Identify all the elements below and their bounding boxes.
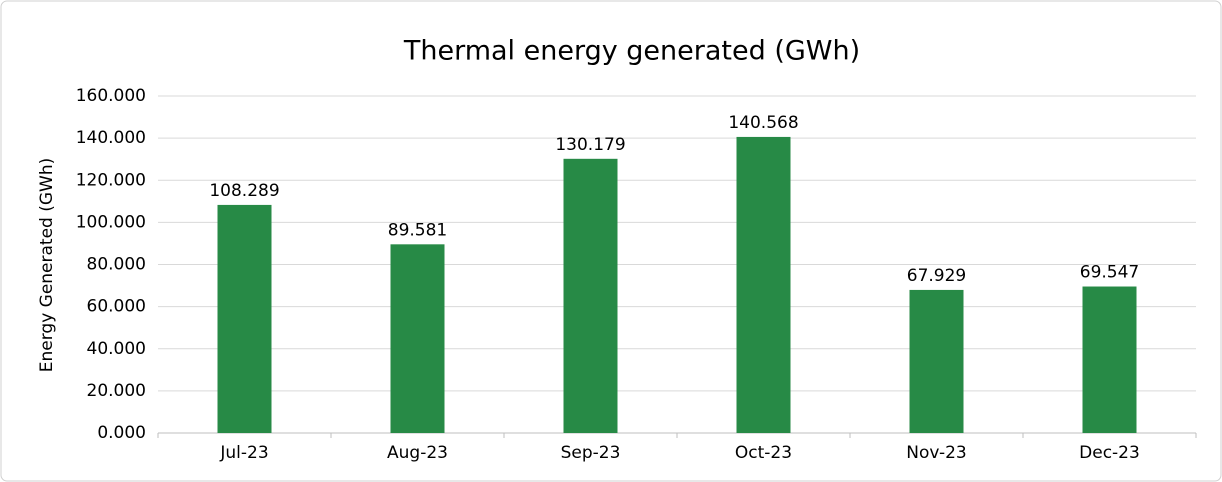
y-tick-label: 120.000 (76, 170, 146, 190)
y-tick-label: 0.000 (97, 423, 146, 443)
data-label: 67.929 (907, 266, 966, 286)
x-tick-label: Sep-23 (561, 443, 621, 463)
bar (217, 204, 272, 433)
y-axis-label: Energy Generated (GWh) (37, 158, 57, 373)
data-label: 69.547 (1080, 263, 1139, 283)
chart-title: Thermal energy generated (GWh) (403, 36, 860, 67)
x-tick-label: Dec-23 (1079, 443, 1140, 463)
bar (1082, 286, 1137, 433)
data-label: 108.289 (209, 181, 279, 201)
x-tick-label: Nov-23 (906, 443, 967, 463)
x-tick-label: Aug-23 (387, 443, 448, 463)
y-tick-label: 60.000 (87, 297, 146, 317)
data-label: 89.581 (388, 220, 447, 240)
y-tick-label: 40.000 (87, 339, 146, 359)
y-tick-label: 20.000 (87, 381, 146, 401)
y-tick-label: 80.000 (87, 255, 146, 275)
data-label: 140.568 (728, 113, 798, 133)
data-label: 130.179 (555, 135, 625, 155)
x-tick-label: Jul-23 (219, 443, 268, 463)
bar (390, 244, 445, 433)
bar (909, 289, 964, 433)
bar (736, 136, 791, 433)
x-tick-label: Oct-23 (735, 443, 792, 463)
y-tick-label: 140.000 (76, 128, 146, 148)
y-tick-label: 100.000 (76, 212, 146, 232)
bar (563, 158, 618, 433)
y-tick-label: 160.000 (76, 86, 146, 106)
